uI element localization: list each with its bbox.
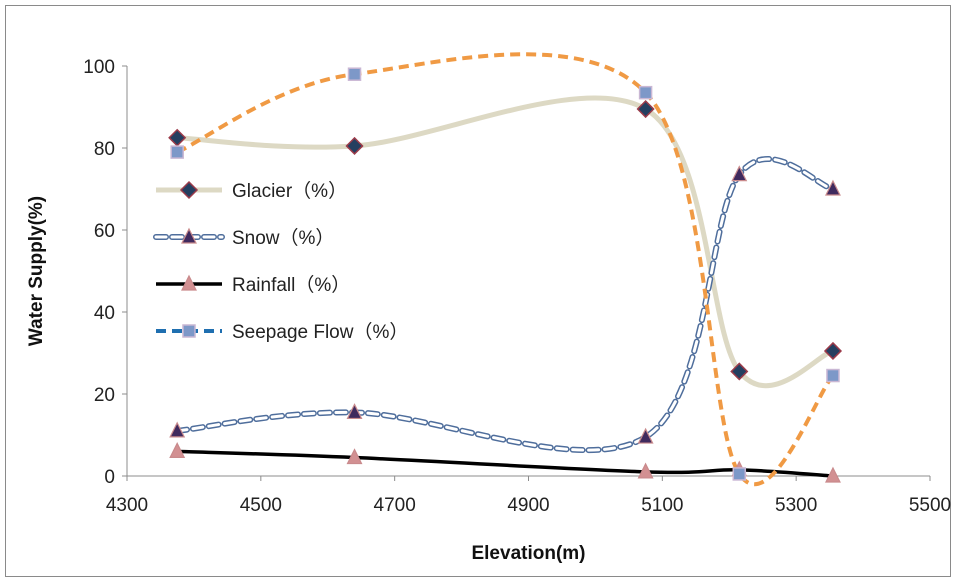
y-tick-label: 20 <box>94 385 115 406</box>
data-point-rainfall <box>169 442 186 458</box>
y-tick-label: 0 <box>104 467 115 488</box>
y-tick-label: 80 <box>94 139 115 160</box>
x-tick-label: 4700 <box>374 495 416 516</box>
x-tick-label: 4900 <box>507 495 549 516</box>
series-line-snow-inner <box>175 157 835 452</box>
data-point-snow <box>825 179 841 196</box>
data-point-rainfall <box>637 462 654 479</box>
series-line-seepage-flow <box>176 52 835 487</box>
legend: Glacier（%） Snow（%） Rainfall（%） Seepage Flow… <box>153 180 408 343</box>
series-markers-seepage-flow <box>170 67 840 481</box>
axes: 0 20 40 60 80 100 4300 4500 4700 4900 5100 5300 5500 <box>83 57 951 516</box>
data-point-snow <box>169 421 186 438</box>
series-seepage-flow <box>176 52 835 487</box>
legend-label-seepage-flow: Seepage Flow（%） <box>232 321 408 343</box>
x-tick-label: 5500 <box>909 495 951 516</box>
data-point-glacier <box>345 136 364 156</box>
series-line-rainfall <box>177 449 834 478</box>
legend-marker-glacier <box>179 180 199 200</box>
data-point-rainfall <box>346 448 363 465</box>
data-point-glacier <box>730 362 749 381</box>
x-tick-label: 4300 <box>106 495 148 516</box>
legend-item-seepage-flow: Seepage Flow（%） <box>156 321 408 343</box>
legend-marker-snow <box>181 227 197 244</box>
data-point-seepage-flow <box>826 368 840 383</box>
legend-label-snow: Snow（%） <box>232 227 334 249</box>
y-tick-label: 100 <box>83 57 115 78</box>
x-tick-label: 5300 <box>775 495 817 516</box>
data-point-seepage-flow <box>732 467 747 481</box>
legend-item-glacier: Glacier（%） <box>156 180 347 202</box>
plot-area <box>168 52 843 487</box>
data-point-seepage-flow <box>170 145 184 159</box>
legend-item-snow: Snow（%） <box>153 227 334 249</box>
chart-frame: 0 20 40 60 80 100 4300 4500 4700 4900 5100 5300 5500… <box>5 5 951 577</box>
data-point-glacier <box>823 341 843 361</box>
legend-item-rainfall: Rainfall（%） <box>156 274 350 296</box>
series-markers-glacier <box>168 99 843 381</box>
y-tick-label: 40 <box>94 303 115 324</box>
series-rainfall <box>177 449 834 478</box>
legend-marker-seepage-flow <box>182 324 196 338</box>
data-point-seepage-flow <box>347 67 362 81</box>
x-axis-title: Elevation(m) <box>471 543 585 564</box>
series-markers-snow <box>169 165 841 444</box>
data-point-glacier <box>168 128 187 147</box>
x-tick-label: 4500 <box>240 495 282 516</box>
data-point-snow <box>346 403 363 420</box>
legend-label-glacier: Glacier（%） <box>232 180 347 202</box>
legend-marker-rainfall <box>181 274 197 291</box>
data-point-rainfall <box>825 466 841 483</box>
data-point-glacier <box>636 99 655 119</box>
series-line-snow <box>174 156 836 454</box>
y-axis-title: Water Supply(%) <box>26 196 47 346</box>
x-tick-label: 5100 <box>641 495 683 516</box>
data-point-snow <box>731 165 748 182</box>
data-point-seepage-flow <box>638 85 653 100</box>
legend-label-rainfall: Rainfall（%） <box>232 274 350 296</box>
series-snow <box>174 156 836 454</box>
data-point-snow <box>637 427 654 444</box>
y-tick-label: 60 <box>94 221 115 242</box>
line-chart: 0 20 40 60 80 100 4300 4500 4700 4900 5100 5300 5500… <box>26 52 951 564</box>
